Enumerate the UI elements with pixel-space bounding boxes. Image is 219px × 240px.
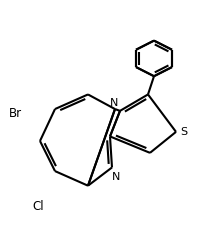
Text: Br: Br <box>9 107 22 120</box>
Text: Cl: Cl <box>32 200 44 213</box>
Text: N: N <box>112 172 120 182</box>
Text: N: N <box>110 98 118 108</box>
Text: S: S <box>180 127 187 137</box>
